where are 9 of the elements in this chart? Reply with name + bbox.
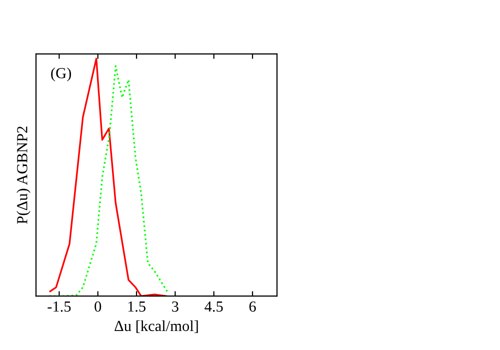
x-tick-label: 4.5 [204,302,223,312]
x-axis-title: Δu [kcal/mol] [114,320,198,334]
x-tick-label: 1.5 [128,301,146,312]
annotation: (G) [51,68,71,82]
y-axis-title: P(Δu) AGBNP2 [16,126,30,224]
x-tick-label: 6 [249,301,256,312]
x-tick-label: -1.5 [48,301,71,312]
x-tick-label: 0 [94,301,102,312]
x-tick-label: 3 [172,301,178,312]
